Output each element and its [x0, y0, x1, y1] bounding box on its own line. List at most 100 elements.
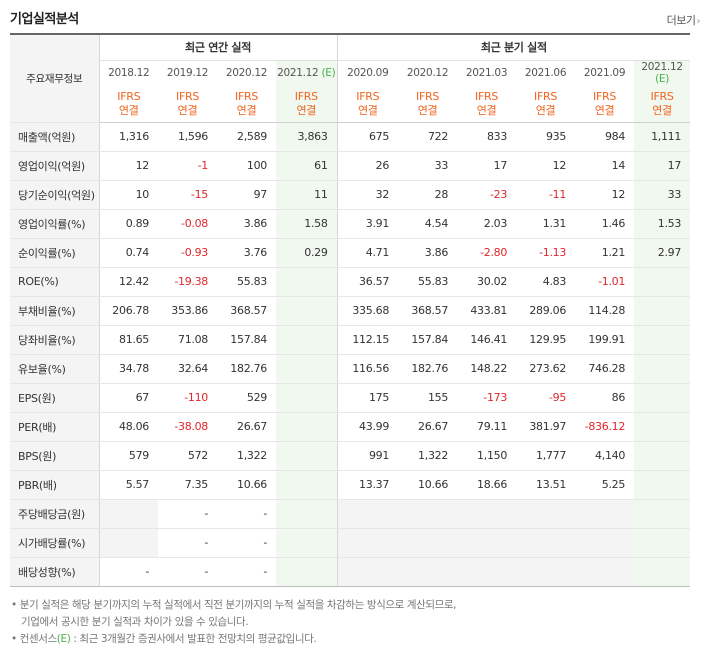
table-cell: 289.06 [516, 295, 576, 326]
table-cell: 182.76 [217, 354, 276, 384]
table-cell: 30.02 [457, 267, 517, 297]
table-cell: 0.29 [276, 238, 338, 268]
financial-table: 주요재무정보 최근 연간 실적 최근 분기 실적 2018.12 2019.12 2… [10, 33, 691, 587]
table-cell: 433.81 [457, 295, 517, 326]
table-cell: -23 [457, 180, 517, 210]
table-cell: 33 [634, 180, 691, 210]
table-cell [276, 382, 338, 413]
table-cell: 81.65 [99, 325, 158, 355]
table-cell [634, 557, 691, 587]
table-cell: -1.01 [575, 267, 635, 297]
table-cell: 33 [398, 151, 458, 181]
ifrs-label: IFRS [416, 89, 440, 103]
ifrs-header: IFRS 연결 [158, 86, 217, 123]
table-cell [516, 557, 576, 587]
table-cell: 381.97 [516, 412, 576, 442]
table-cell: 0.89 [99, 208, 158, 239]
table-cell: 4.54 [398, 208, 458, 239]
consolidated-label: 연결 [296, 103, 317, 117]
table-cell: 579 [99, 441, 158, 471]
table-cell: 18.66 [457, 470, 517, 500]
period-header: 2020.12 [398, 60, 457, 86]
table-cell: -173 [457, 382, 517, 413]
table-cell: - [158, 498, 217, 529]
row-label: 순이익률(%) [10, 238, 100, 268]
table-cell: 12.42 [99, 267, 158, 297]
table-cell [516, 498, 576, 529]
ifrs-label: IFRS [475, 89, 499, 103]
table-cell: 26.67 [217, 412, 276, 442]
table-cell: 129.95 [516, 325, 576, 355]
table-row: 영업이익(억원) 12 -1 100 61 26 33 17 12 14 17 [10, 151, 691, 181]
period-header: 2020.12 [217, 60, 276, 86]
row-label: PER(배) [10, 412, 100, 442]
ifrs-label: IFRS [593, 89, 617, 103]
table-cell [457, 528, 517, 558]
table-cell: 1.46 [575, 208, 635, 239]
consolidated-label: 연결 [535, 103, 556, 117]
row-label: 시가배당률(%) [10, 528, 100, 558]
period-label: 2021.09 [583, 67, 626, 80]
table-cell: 175 [337, 382, 399, 413]
table-cell: 1.53 [634, 208, 691, 239]
table-cell [634, 470, 691, 500]
table-cell: 12 [575, 180, 635, 210]
table-cell: 4,140 [575, 441, 635, 471]
table-cell: 722 [398, 122, 458, 152]
table-cell [634, 441, 691, 471]
table-cell: 1,111 [634, 122, 691, 152]
table-cell: 10.66 [398, 470, 458, 500]
quarter-group-header: 최근 분기 실적 [337, 33, 691, 61]
period-label: 2020.09 [347, 67, 389, 80]
table-cell: 984 [575, 122, 635, 152]
table-cell [457, 557, 517, 587]
more-link[interactable]: 더보기› [666, 12, 701, 28]
more-label[interactable]: 더보기 [666, 14, 696, 27]
consolidated-label: 연결 [236, 103, 257, 117]
table-cell: 2.97 [634, 238, 691, 268]
annual-group-header: 최근 연간 실적 [99, 33, 338, 61]
table-cell: 746.28 [575, 354, 635, 384]
table-cell [634, 498, 691, 529]
row-label: EPS(원) [10, 382, 100, 413]
table-cell: 1,150 [457, 441, 517, 471]
table-cell: 3.76 [217, 238, 276, 268]
table-cell: 1,316 [99, 122, 158, 152]
table-cell [337, 498, 399, 529]
table-cell: 34.78 [99, 354, 158, 384]
table-cell [575, 557, 635, 587]
table-cell: - [158, 557, 217, 587]
table-cell: 71.08 [158, 325, 217, 355]
period-label: 2018.12 [108, 67, 150, 80]
table-cell: 1,322 [217, 441, 276, 471]
footnotes: • 분기 실적은 해당 분기까지의 누적 실적에서 직전 분기까지의 누적 실적… [11, 597, 701, 648]
ifrs-label: IFRS [650, 89, 674, 103]
table-row: 부채비율(%) 206.78 353.86 368.57 335.68 368.57 433… [10, 295, 691, 326]
table-cell [634, 528, 691, 558]
table-cell: 13.37 [337, 470, 399, 500]
table-cell: 157.84 [217, 325, 276, 355]
table-cell: 4.83 [516, 267, 576, 297]
table-cell: 1,322 [398, 441, 458, 471]
table-cell: 833 [457, 122, 517, 152]
table-cell [99, 528, 158, 558]
table-cell: 3.86 [398, 238, 458, 268]
table-cell: 10.66 [217, 470, 276, 500]
table-cell: -836.12 [575, 412, 635, 442]
table-cell: -2.80 [457, 238, 517, 268]
period-header: 2018.12 [99, 60, 158, 86]
ifrs-header: IFRS 연결 [337, 86, 399, 123]
table-cell: 1.58 [276, 208, 338, 239]
table-row: 매출액(억원) 1,316 1,596 2,589 3,863 675 722 833 935 9… [10, 122, 691, 152]
ifrs-label: IFRS [534, 89, 558, 103]
table-cell: -11 [516, 180, 576, 210]
table-cell: 67 [99, 382, 158, 413]
period-label: 2020.12 [406, 67, 449, 80]
table-cell: -1.13 [516, 238, 576, 268]
table-cell: -15 [158, 180, 217, 210]
table-cell [276, 267, 338, 297]
ifrs-row: IFRS 연결 IFRS 연결 IFRS 연결 IFRS 연결 IFRS 연결 IFRS 연결 IFRS… [10, 86, 691, 123]
table-cell: 100 [217, 151, 276, 181]
table-cell [398, 498, 458, 529]
estimate-mark: (E) [56, 633, 71, 645]
